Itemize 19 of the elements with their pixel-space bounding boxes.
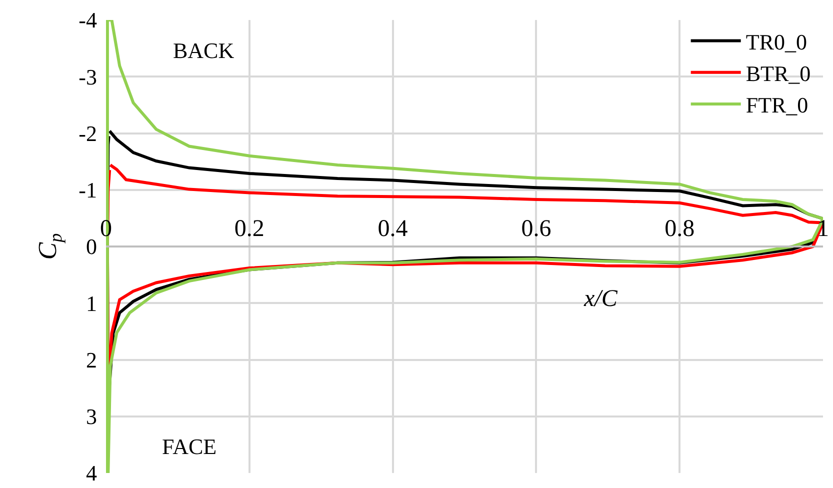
y-tick-label: 4 [86, 460, 97, 486]
annotation: BACK [173, 38, 234, 63]
y-tick-label: 3 [86, 404, 97, 430]
y-tick-label: -3 [78, 64, 97, 90]
y-tick-label: -2 [78, 120, 97, 146]
x-tick-label: 0.8 [664, 216, 695, 242]
y-tick-label: 0 [86, 234, 97, 260]
legend-label: FTR_0 [746, 92, 808, 118]
x-tick-label: 0.4 [378, 216, 408, 242]
legend-label: BTR_0 [746, 60, 811, 86]
y-tick-label: -4 [78, 8, 97, 33]
legend-label: TR0_0 [746, 29, 807, 54]
x-tick-label: 0.6 [521, 216, 552, 242]
annotation: FACE [162, 434, 217, 459]
x-axis-title: x/C [583, 286, 618, 312]
y-tick-label: -1 [78, 178, 97, 203]
y-tick-label: 1 [86, 290, 97, 316]
x-tick-label: 0.2 [234, 216, 264, 242]
y-tick-label: 2 [86, 347, 97, 372]
